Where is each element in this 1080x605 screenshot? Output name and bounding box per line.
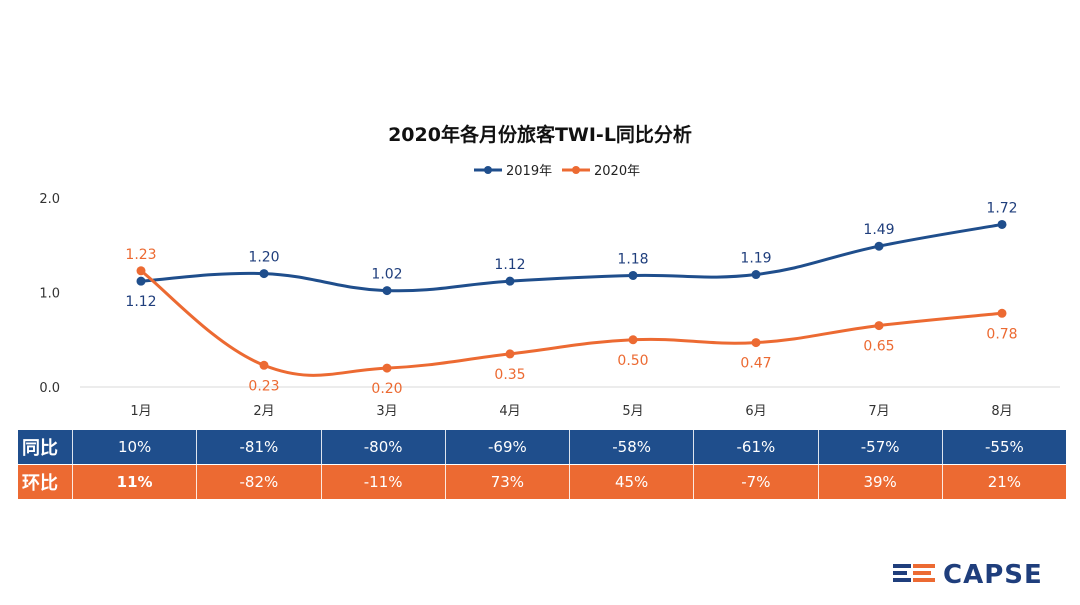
data-point (382, 286, 392, 296)
row-label-mom: 环比 (22, 473, 58, 494)
data-label: 1.49 (863, 222, 894, 238)
table-cell: -55% (941, 430, 1066, 464)
data-label: 0.78 (986, 326, 1017, 342)
data-label: 1.23 (125, 247, 156, 263)
data-point (751, 338, 761, 348)
table-cell: -81% (196, 430, 320, 464)
data-label: 1.02 (371, 267, 402, 283)
data-label: 1.20 (248, 250, 279, 266)
table-cell: 11% (72, 465, 196, 499)
x-tick-label: 2月 (253, 404, 274, 419)
data-label: 1.12 (125, 294, 156, 310)
data-point (874, 241, 884, 251)
x-tick-label: 4月 (499, 404, 520, 419)
data-point (751, 270, 761, 280)
y-tick-label: 0.0 (39, 381, 60, 396)
line-chart: 2020年各月份旅客TWI-L同比分析 2019年 2020年 0.0 1.0 2.0 1月… (39, 123, 1060, 419)
data-label: 0.65 (863, 339, 894, 355)
data-label: 0.20 (371, 381, 402, 397)
x-tick-label: 1月 (130, 404, 151, 419)
data-point (382, 363, 392, 373)
y-tick-label: 2.0 (39, 192, 60, 207)
legend-marker (484, 166, 492, 174)
legend-label: 2020年 (594, 164, 640, 179)
data-point (874, 321, 884, 331)
data-label: 0.35 (494, 367, 525, 383)
data-label: 1.19 (740, 251, 771, 267)
data-point (259, 269, 269, 279)
data-label: 1.18 (617, 251, 648, 267)
series-line-1 (140, 269, 1003, 377)
data-point (136, 266, 146, 276)
legend-label: 2019年 (506, 164, 552, 179)
table-cell: 73% (444, 465, 569, 499)
data-point (505, 349, 515, 359)
data-point (997, 219, 1007, 229)
data-point (136, 276, 146, 286)
data-point (997, 308, 1007, 318)
capse-logo-icon (893, 564, 935, 582)
data-point (259, 360, 269, 370)
table-cell: -57% (817, 430, 942, 464)
table-row-mom: 环比 11% -82% -11% 73% 45% -7% 39% 21% (18, 465, 1066, 499)
row-label-yoy: 同比 (22, 438, 58, 459)
table-cell: -61% (693, 430, 817, 464)
data-label: 1.72 (986, 200, 1017, 216)
data-label: 0.50 (617, 353, 648, 369)
x-tick-label: 7月 (868, 404, 889, 419)
table-cell: 45% (569, 465, 693, 499)
chart-title: 2020年各月份旅客TWI-L同比分析 (388, 123, 692, 146)
series-line-0 (140, 222, 1003, 293)
legend-marker (572, 166, 580, 174)
table-cell: -82% (196, 465, 320, 499)
logo-text: CAPSE (943, 560, 1043, 590)
table-cell: 39% (817, 465, 942, 499)
table-cell: -80% (320, 430, 445, 464)
data-label: 0.47 (740, 356, 771, 372)
data-point (505, 276, 515, 286)
capse-logo: CAPSE (893, 560, 1043, 590)
table-cell: -58% (569, 430, 693, 464)
table-row-yoy: 同比 10% -81% -80% -69% -58% -61% -57% -55… (18, 430, 1066, 464)
x-tick-label: 6月 (745, 404, 766, 419)
data-point (628, 335, 638, 345)
x-tick-label: 8月 (991, 404, 1012, 419)
table-cell: 10% (72, 430, 196, 464)
table-cell: -11% (320, 465, 445, 499)
x-tick-label: 5月 (622, 404, 643, 419)
table-cell: 21% (941, 465, 1066, 499)
table-cell: -69% (444, 430, 569, 464)
y-tick-label: 1.0 (39, 287, 60, 302)
data-point (628, 270, 638, 280)
data-label: 1.12 (494, 257, 525, 273)
x-tick-label: 3月 (376, 404, 397, 419)
table-cell: -7% (693, 465, 817, 499)
data-label: 0.23 (248, 378, 279, 394)
